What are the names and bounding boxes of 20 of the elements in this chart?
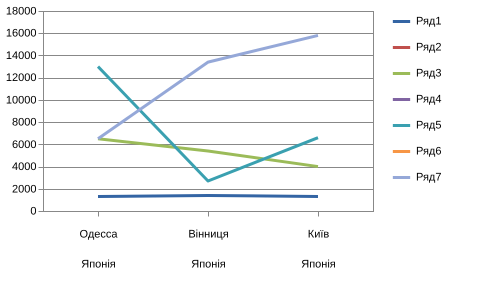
y-tick-label: 14000 xyxy=(6,50,36,62)
legend-label: Ряд6 xyxy=(416,146,442,158)
y-tick-label: 8000 xyxy=(12,116,36,129)
y-tick-label: 18000 xyxy=(6,6,36,18)
legend-label: Ряд2 xyxy=(416,42,442,54)
legend-label: Ряд7 xyxy=(416,172,442,184)
y-tick-label: 16000 xyxy=(6,28,36,40)
legend-label: Ряд5 xyxy=(416,120,442,132)
y-tick-label: 12000 xyxy=(6,72,36,84)
y-tick-label: 6000 xyxy=(12,138,36,151)
category-label: Одесса Японія xyxy=(80,228,118,270)
y-tick-label: 2000 xyxy=(12,183,36,196)
legend-label: Ряд4 xyxy=(416,94,442,106)
y-tick-label: 0 xyxy=(30,206,36,218)
legend-label: Ряд1 xyxy=(416,16,442,28)
category-label: Київ Японія xyxy=(301,228,336,270)
category-label: Вінниця Японія xyxy=(188,228,229,270)
y-tick-label: 10000 xyxy=(6,94,36,106)
y-tick-label: 4000 xyxy=(12,161,36,174)
legend-label: Ряд3 xyxy=(416,68,442,80)
